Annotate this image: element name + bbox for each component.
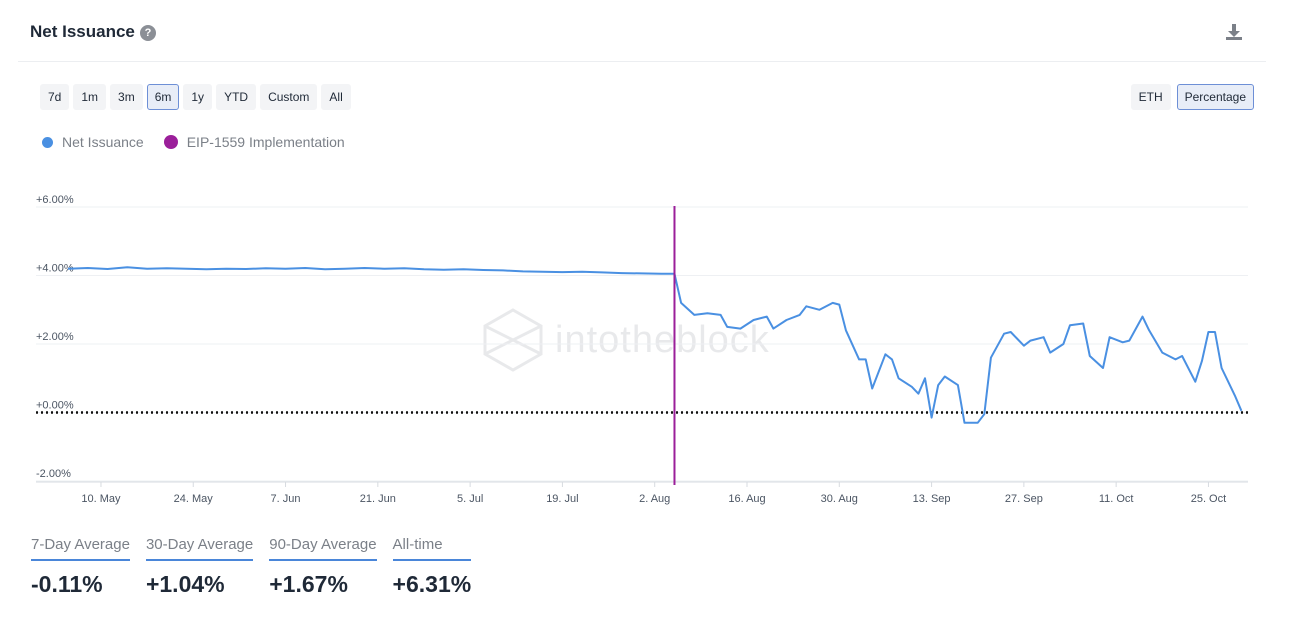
stat-value: +6.31%	[392, 571, 472, 597]
x-tick-label: 27. Sep	[1005, 493, 1043, 505]
x-tick-label: 5. Jul	[457, 493, 483, 505]
stat-value: +1.67%	[269, 571, 348, 597]
range-button-all[interactable]: All	[321, 84, 351, 110]
x-tick-label: 10. May	[81, 493, 121, 505]
time-range-selector: 7d 1m 3m 6m 1y YTD Custom All	[40, 84, 351, 110]
legend-item-net-issuance[interactable]: Net Issuance	[42, 134, 144, 150]
range-button-7d[interactable]: 7d	[40, 84, 70, 110]
legend-item-eip1559[interactable]: EIP-1559 Implementation	[163, 134, 345, 150]
series-line-net-issuance	[67, 266, 1243, 424]
legend-dot-eip1559	[163, 135, 178, 149]
legend-label-net-issuance: Net Issuance	[62, 134, 144, 150]
y-tick-label: -2.00%	[36, 468, 71, 480]
stat-all-time: All-time +6.31%	[392, 536, 472, 598]
range-button-ytd[interactable]: YTD	[216, 84, 257, 110]
x-tick-label: 30. Aug	[821, 493, 858, 505]
range-button-3m[interactable]: 3m	[110, 84, 143, 110]
x-tick-label: 19. Jul	[546, 493, 578, 505]
x-tick-label: 21. Jun	[360, 493, 396, 505]
x-tick-label: 13. Sep	[913, 493, 951, 505]
stat-7-day-average: 7-Day Average -0.11%	[31, 536, 130, 598]
x-tick-label: 25. Oct	[1191, 493, 1226, 505]
range-button-custom[interactable]: Custom	[260, 84, 318, 110]
stat-value: +1.04%	[145, 571, 225, 597]
unit-button-eth[interactable]: ETH	[1130, 84, 1171, 110]
range-button-1m[interactable]: 1m	[73, 84, 107, 110]
stat-label[interactable]: 90-Day Average	[269, 536, 377, 561]
y-tick-label: +2.00%	[36, 331, 74, 343]
legend-label-eip1559: EIP-1559 Implementation	[186, 134, 345, 150]
stat-90-day-average: 90-Day Average +1.67%	[269, 536, 377, 598]
stat-label[interactable]: All-time	[392, 536, 472, 561]
stats-row: 7-Day Average -0.11% 30-Day Average +1.04% 9…	[31, 536, 472, 598]
unit-button-percentage[interactable]: Percentage	[1176, 84, 1254, 110]
chart-legend: Net Issuance EIP-1559 Implementation	[42, 134, 345, 150]
help-icon[interactable]: ?	[140, 25, 156, 41]
stat-30-day-average: 30-Day Average +1.04%	[145, 536, 254, 598]
page-title: Net Issuance	[30, 22, 135, 41]
chart-header: Net Issuance ?	[18, 10, 1266, 62]
unit-selector: ETH Percentage	[1130, 84, 1254, 110]
x-tick-label: 24. May	[174, 493, 214, 505]
download-icon[interactable]	[1224, 22, 1244, 42]
stat-label[interactable]: 7-Day Average	[31, 536, 130, 561]
stat-label[interactable]: 30-Day Average	[145, 536, 254, 561]
x-tick-label: 7. Jun	[271, 493, 301, 505]
y-tick-label: +6.00%	[36, 194, 74, 206]
x-tick-label: 16. Aug	[728, 493, 765, 505]
y-tick-label: +4.00%	[36, 263, 74, 275]
x-tick-label: 2. Aug	[639, 493, 670, 505]
stat-value: -0.11%	[31, 571, 103, 597]
range-button-1y[interactable]: 1y	[183, 84, 213, 110]
net-issuance-chart: +6.00% +4.00% +2.00% +0.00% -2.00% 10. May 24.…	[36, 194, 1248, 505]
range-button-6m[interactable]: 6m	[146, 84, 180, 110]
legend-dot-net-issuance	[42, 136, 53, 148]
y-tick-label: +0.00%	[36, 400, 74, 412]
x-tick-label: 11. Oct	[1099, 493, 1134, 505]
